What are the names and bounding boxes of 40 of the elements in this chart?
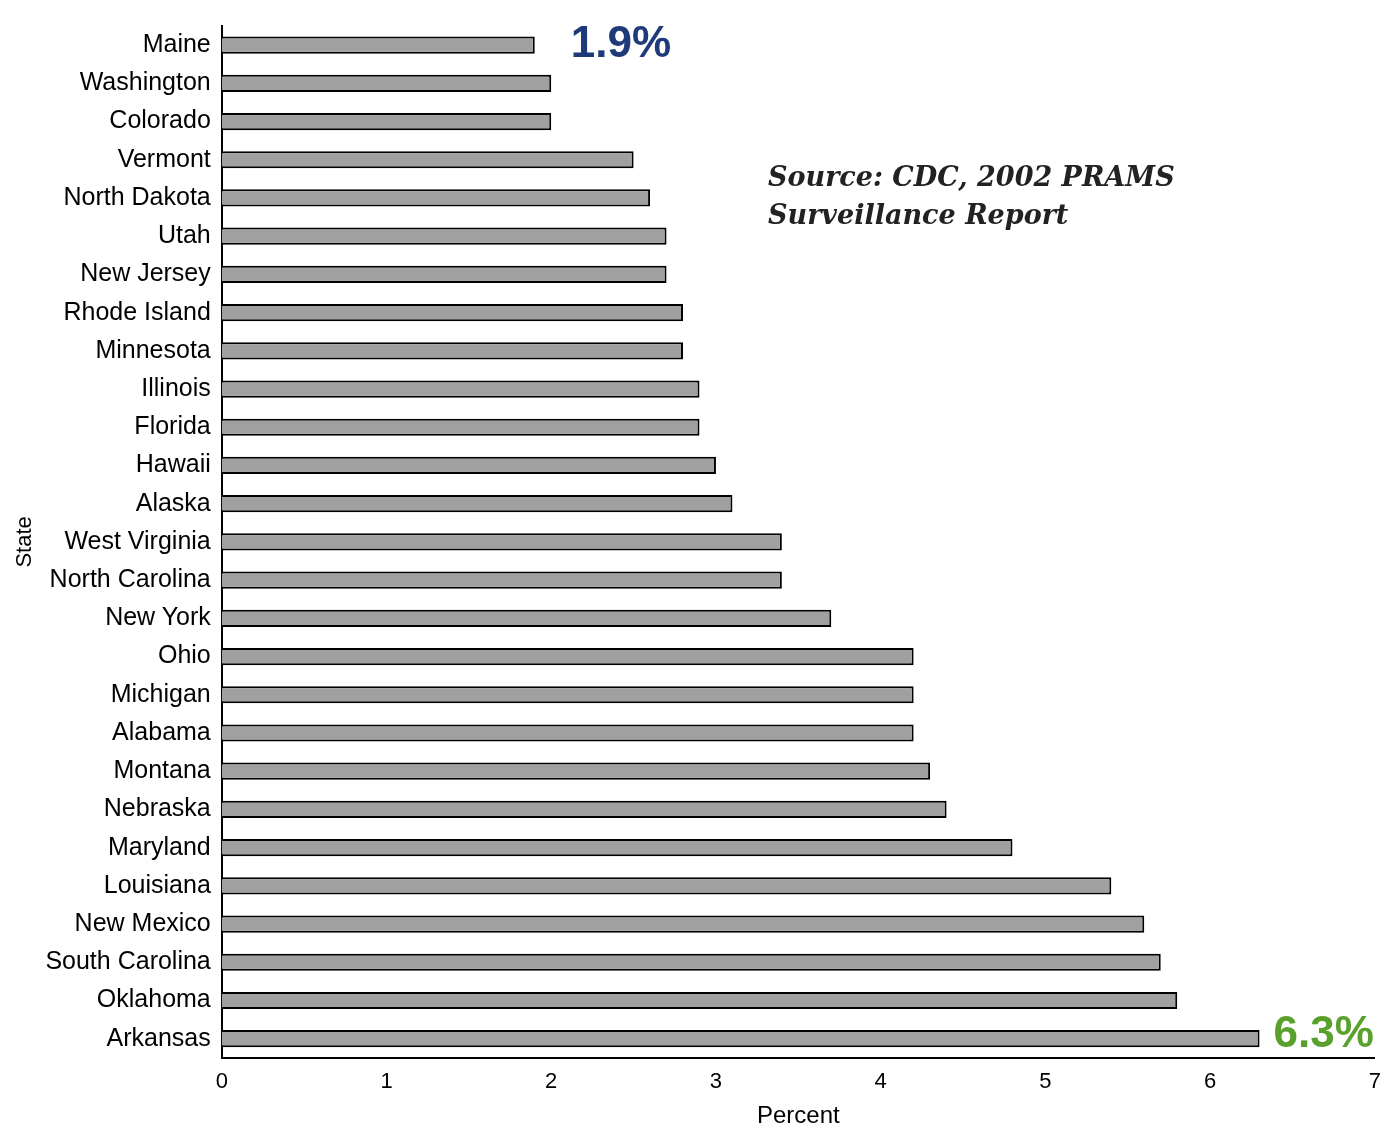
x-tick-label: 1 [380, 1068, 393, 1094]
y-tick-label: Alabama [112, 716, 211, 745]
x-axis-title: Percent [756, 1101, 841, 1129]
y-tick-label: Vermont [117, 143, 211, 172]
annotation: 6.3% [1273, 1006, 1374, 1056]
y-tick-label: Arkansas [106, 1022, 211, 1051]
x-tick-label: 2 [545, 1068, 558, 1094]
x-tick-label: 6 [1204, 1068, 1217, 1094]
x-tick-label: 5 [1039, 1068, 1052, 1094]
y-tick-label: Maine [142, 29, 211, 57]
y-tick-label: Colorado [109, 105, 211, 134]
y-tick-label: Florida [134, 411, 211, 440]
y-tick-label: Illinois [141, 372, 211, 401]
y-tick-label: Rhode Island [63, 296, 211, 325]
y-tick-label: Hawaii [135, 449, 211, 478]
y-tick-label: Nebraska [103, 793, 211, 822]
y-tick-label: North Dakota [63, 181, 211, 210]
y-tick-label: Alaska [135, 487, 211, 516]
y-tick-label: Washington [79, 67, 211, 96]
x-tick-label: 0 [215, 1068, 228, 1094]
y-tick-label: West Virginia [64, 525, 211, 554]
y-tick-label: Utah [157, 220, 211, 249]
y-axis-title: State [11, 516, 37, 568]
y-tick-label: Oklahoma [96, 984, 211, 1013]
y-tick-label: New York [105, 602, 212, 631]
y-tick-label: North Carolina [49, 564, 211, 593]
annotation: Source: CDC, 2002 PRAMS Surveillance Report [768, 160, 1176, 232]
y-tick-label: Montana [113, 755, 211, 784]
x-tick-label: 4 [874, 1068, 887, 1094]
x-tick-label: 7 [1368, 1068, 1382, 1094]
y-tick-label: New Mexico [74, 907, 211, 936]
y-tick-label: New Jersey [80, 258, 212, 287]
y-tick-label: Maryland [107, 831, 211, 860]
y-tick-label: Michigan [110, 678, 211, 707]
y-tick-label: Minnesota [95, 334, 211, 363]
y-tick-label: Louisiana [103, 869, 211, 898]
annotation: 1.9% [570, 17, 672, 67]
x-tick-label: 3 [709, 1068, 723, 1094]
y-tick-label: South Carolina [45, 946, 211, 975]
y-tick-label: Ohio [157, 640, 211, 669]
